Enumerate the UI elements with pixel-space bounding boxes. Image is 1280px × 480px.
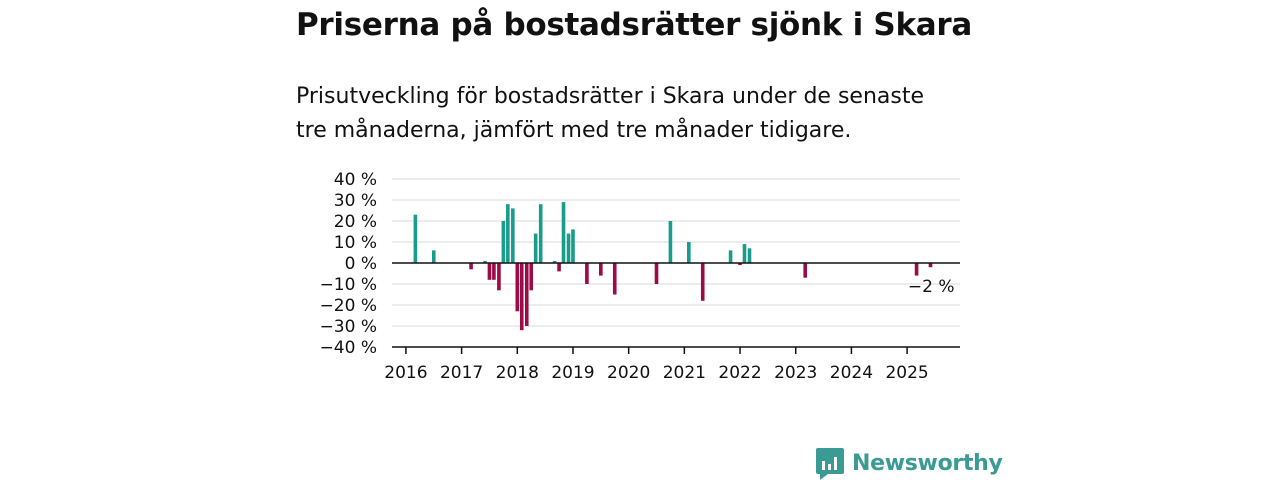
y-tick-label: 0 % bbox=[345, 254, 377, 274]
bar bbox=[738, 263, 742, 266]
bar bbox=[585, 263, 589, 284]
newsworthy-logo-icon bbox=[816, 448, 844, 480]
bar bbox=[561, 202, 566, 263]
y-tick-label: 40 % bbox=[334, 170, 377, 190]
bar bbox=[599, 263, 603, 276]
bar bbox=[413, 214, 418, 263]
bar bbox=[552, 260, 557, 263]
bar bbox=[487, 263, 492, 280]
bar bbox=[506, 204, 510, 263]
x-tick-label: 2019 bbox=[551, 363, 594, 383]
bar bbox=[914, 263, 919, 276]
x-tick-label: 2023 bbox=[774, 363, 817, 383]
bar bbox=[497, 263, 501, 291]
bar bbox=[928, 263, 933, 268]
y-tick-label: 30 % bbox=[334, 191, 377, 211]
bar bbox=[469, 263, 473, 270]
bar bbox=[571, 229, 575, 263]
x-tick-label: 2024 bbox=[830, 363, 873, 383]
bar bbox=[654, 263, 659, 284]
bar bbox=[700, 263, 705, 301]
axes bbox=[392, 262, 960, 354]
newsworthy-brand[interactable]: Newsworthy bbox=[816, 446, 1003, 480]
bar bbox=[612, 263, 617, 295]
bar bbox=[483, 260, 487, 263]
bars bbox=[413, 202, 933, 331]
x-tick-label: 2018 bbox=[496, 363, 539, 383]
subtitle-line-2: tre månaderna, jämfört med tre månader t… bbox=[296, 118, 852, 143]
bar bbox=[668, 221, 673, 263]
y-tick-label: −20 % bbox=[320, 296, 377, 316]
x-tick-label: 2022 bbox=[718, 363, 761, 383]
y-tick-label: −10 % bbox=[320, 275, 377, 295]
x-tick-label: 2020 bbox=[607, 363, 650, 383]
bar bbox=[728, 250, 733, 263]
bar bbox=[519, 263, 524, 331]
y-tick-label: −30 % bbox=[320, 317, 377, 337]
bar bbox=[538, 204, 543, 263]
chart-subtitle: Prisutveckling för bostadsrätter i Skara… bbox=[296, 80, 996, 148]
tick-labels: 40 %30 %20 %10 %0 %−10 %−20 %−30 %−40 % 2… bbox=[320, 170, 955, 383]
x-tick-label: 2017 bbox=[440, 363, 483, 383]
x-tick-label: 2016 bbox=[384, 363, 427, 383]
y-tick-label: 20 % bbox=[334, 212, 377, 232]
brand-name: Newsworthy bbox=[852, 450, 1003, 476]
bar bbox=[529, 263, 534, 291]
bar bbox=[803, 263, 807, 278]
bar bbox=[533, 233, 538, 263]
bar bbox=[515, 263, 520, 312]
x-tick-label: 2021 bbox=[663, 363, 706, 383]
bar bbox=[511, 208, 515, 263]
x-tick-label: 2025 bbox=[885, 363, 928, 383]
subtitle-line-1: Prisutveckling för bostadsrätter i Skara… bbox=[296, 84, 924, 109]
bar bbox=[747, 248, 752, 263]
y-tick-label: 10 % bbox=[334, 233, 377, 253]
bar bbox=[492, 263, 496, 280]
bar bbox=[687, 242, 691, 263]
bar bbox=[431, 250, 436, 263]
bar bbox=[557, 263, 561, 272]
bar bbox=[742, 244, 747, 263]
bar bbox=[566, 233, 571, 263]
annotation-label: −2 % bbox=[908, 277, 955, 297]
bar bbox=[524, 263, 529, 326]
y-tick-label: −40 % bbox=[320, 338, 377, 358]
bar bbox=[501, 221, 506, 263]
chart-title: Priserna på bostadsrätter sjönk i Skara bbox=[296, 7, 972, 43]
